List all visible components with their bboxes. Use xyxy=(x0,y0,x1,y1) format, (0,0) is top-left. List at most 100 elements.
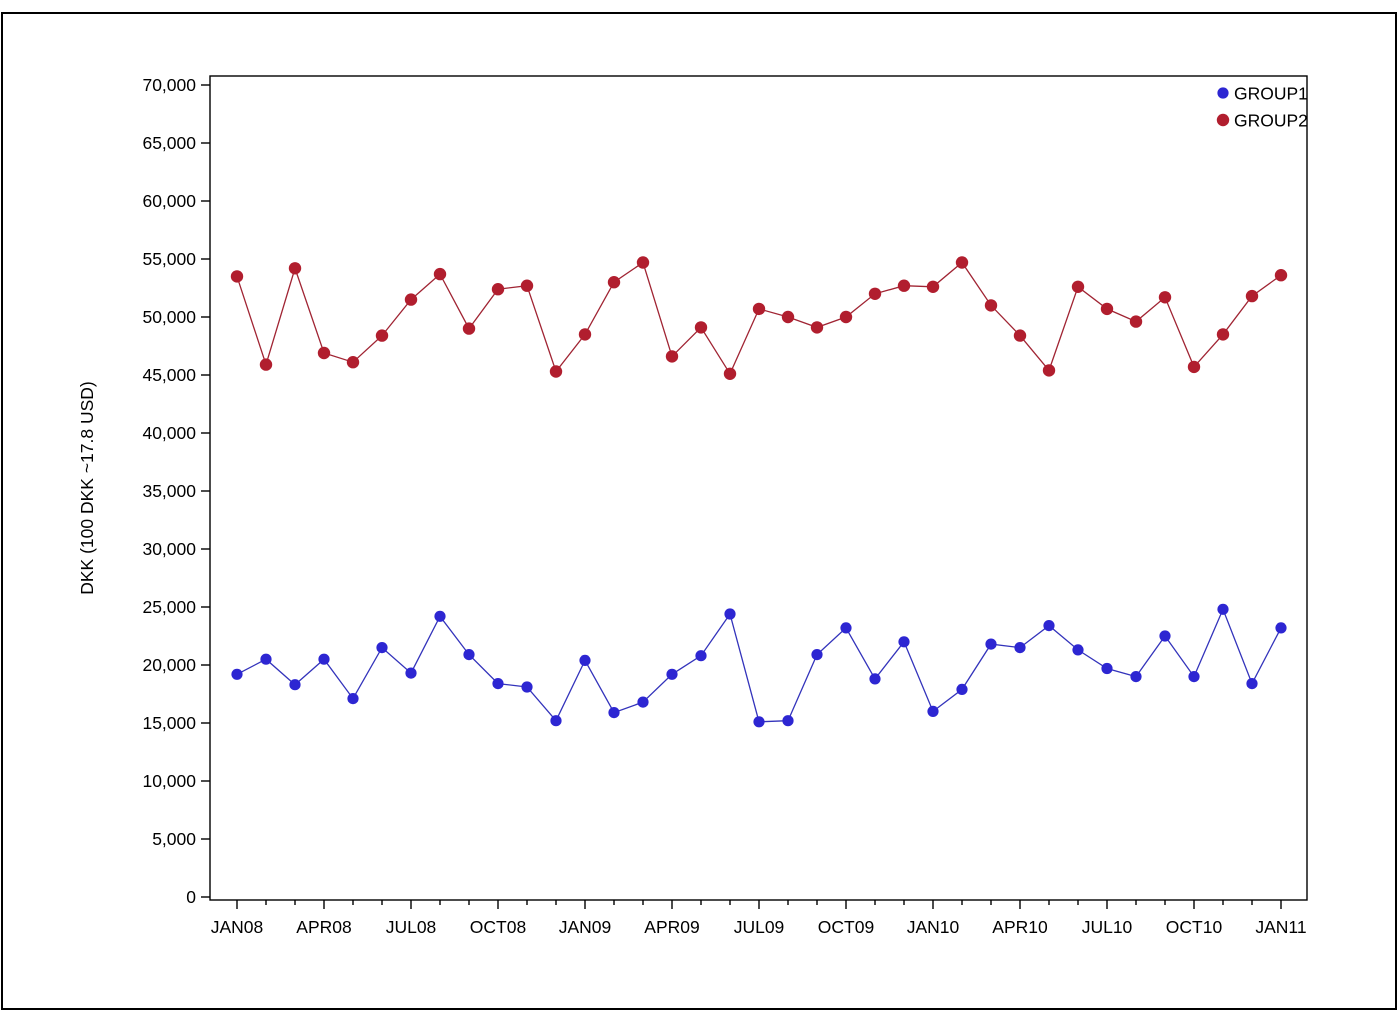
data-point-marker xyxy=(868,287,882,300)
y-axis: 0 5,000 10,000 15,000 20,000 25,000 30,000 35,0… xyxy=(142,75,210,907)
data-point-marker xyxy=(1158,291,1172,304)
data-point-marker xyxy=(550,715,562,727)
legend-marker-group1 xyxy=(1217,87,1229,99)
data-point-marker xyxy=(637,696,649,708)
data-point-marker xyxy=(869,673,881,685)
data-point-marker xyxy=(289,679,301,691)
data-point-marker xyxy=(1013,329,1027,342)
legend: GROUP1 GROUP2 xyxy=(1216,84,1308,131)
data-point-marker xyxy=(492,678,504,690)
data-point-marker xyxy=(578,328,592,341)
data-point-marker xyxy=(695,650,707,662)
data-point-marker xyxy=(782,715,794,727)
data-point-marker xyxy=(549,365,563,378)
legend-label-group1: GROUP1 xyxy=(1234,84,1308,104)
data-point-marker xyxy=(259,358,273,371)
data-point-marker xyxy=(810,321,824,334)
data-point-marker xyxy=(318,653,330,665)
data-point-marker xyxy=(230,270,244,283)
x-tick-label: OCT10 xyxy=(1166,917,1223,937)
x-tick-label: APR10 xyxy=(992,917,1048,937)
y-tick-label: 65,000 xyxy=(142,133,196,153)
data-point-marker xyxy=(1042,364,1056,377)
data-point-marker xyxy=(520,279,534,292)
x-tick-label: JAN11 xyxy=(1255,917,1306,937)
y-tick-label: 25,000 xyxy=(142,597,196,617)
data-point-marker xyxy=(1245,289,1259,303)
data-point-marker xyxy=(1246,678,1258,690)
legend-label-group2: GROUP2 xyxy=(1234,111,1308,131)
data-point-marker xyxy=(1130,671,1142,683)
y-tick-label: 55,000 xyxy=(142,249,196,269)
data-point-marker xyxy=(404,293,418,306)
data-point-marker xyxy=(955,256,969,269)
data-point-marker xyxy=(317,346,331,360)
data-point-marker xyxy=(347,693,359,705)
data-point-marker xyxy=(434,610,446,622)
data-point-marker xyxy=(1159,630,1171,642)
data-point-marker xyxy=(608,707,620,719)
data-point-marker xyxy=(956,683,968,696)
y-tick-label: 10,000 xyxy=(142,771,196,791)
x-tick-label: JAN09 xyxy=(559,917,612,937)
data-point-marker xyxy=(376,642,388,654)
x-tick-label: OCT08 xyxy=(470,917,526,937)
y-tick-label: 40,000 xyxy=(142,423,196,443)
data-point-marker xyxy=(811,649,823,661)
data-point-marker xyxy=(753,716,765,728)
data-point-marker xyxy=(724,608,736,620)
y-tick-label: 30,000 xyxy=(142,539,196,559)
data-point-marker xyxy=(898,636,910,648)
data-point-marker xyxy=(491,283,505,296)
y-tick-label: 15,000 xyxy=(142,713,196,733)
y-tick-label: 0 xyxy=(186,887,196,907)
plot-frame xyxy=(209,75,1308,901)
data-point-marker xyxy=(984,299,998,312)
x-tick-label: JUL08 xyxy=(386,917,437,937)
x-axis: JAN08 APR08 JUL08 OCT08 JAN09 APR09 JUL09 OCT09… xyxy=(211,900,1307,937)
data-point-marker xyxy=(1217,603,1229,615)
x-tick-label: JAN08 xyxy=(211,917,264,937)
series-group2 xyxy=(230,256,1288,380)
y-tick-label: 50,000 xyxy=(142,307,196,327)
data-point-marker xyxy=(840,622,852,634)
data-point-marker xyxy=(579,654,591,667)
data-point-marker xyxy=(375,329,389,342)
data-point-marker xyxy=(926,280,940,293)
data-point-marker xyxy=(1187,360,1201,374)
x-tick-label: APR09 xyxy=(644,917,699,937)
data-point-marker xyxy=(231,668,243,680)
data-point-marker xyxy=(1275,622,1287,634)
data-point-marker xyxy=(694,321,708,334)
series-group1 xyxy=(231,603,1287,728)
series-line xyxy=(236,261,1282,376)
data-point-marker xyxy=(1188,671,1200,683)
x-tick-label: JUL10 xyxy=(1082,917,1133,937)
data-point-marker xyxy=(1014,642,1026,654)
y-tick-label: 45,000 xyxy=(142,365,196,385)
data-point-marker xyxy=(346,356,360,369)
data-point-marker xyxy=(839,310,853,324)
data-point-marker xyxy=(521,681,533,693)
data-point-marker xyxy=(260,653,272,665)
data-point-marker xyxy=(1274,269,1288,282)
y-tick-label: 20,000 xyxy=(142,655,196,675)
data-point-marker xyxy=(1101,662,1113,675)
data-point-marker xyxy=(1072,644,1084,656)
data-point-marker xyxy=(985,638,997,650)
series-line xyxy=(236,607,1282,723)
data-point-marker xyxy=(1129,315,1143,328)
data-point-marker xyxy=(1100,302,1114,316)
data-point-marker xyxy=(781,310,795,324)
x-tick-label: OCT09 xyxy=(818,917,874,937)
y-tick-label: 35,000 xyxy=(142,481,196,501)
data-point-marker xyxy=(636,256,650,269)
legend-marker-group2 xyxy=(1216,113,1230,127)
x-tick-label: JUL09 xyxy=(734,917,785,937)
data-point-marker xyxy=(288,262,302,275)
data-point-marker xyxy=(1071,280,1085,293)
y-tick-label: 60,000 xyxy=(142,191,196,211)
y-axis-title: DKK (100 DKK ~17.8 USD) xyxy=(77,381,97,595)
